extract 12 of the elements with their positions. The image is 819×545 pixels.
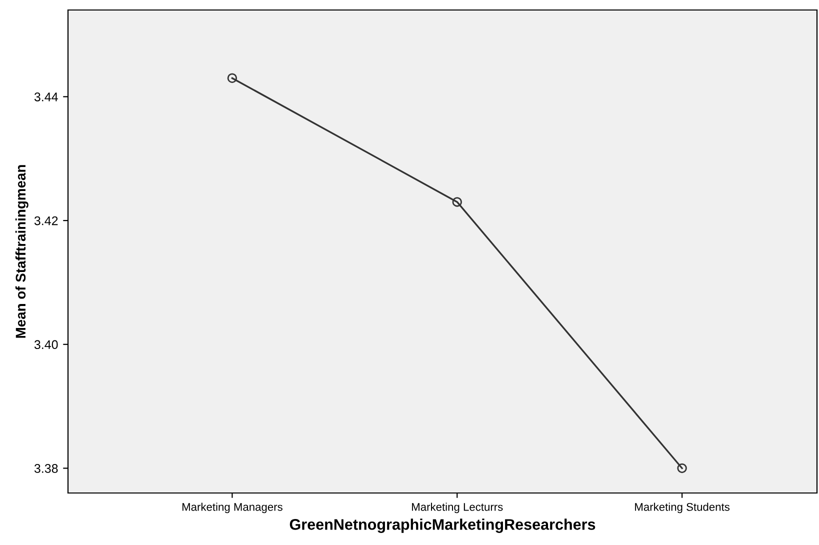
y-tick-label: 3.44 xyxy=(34,92,58,102)
point xyxy=(227,73,238,83)
y-tick-label: 3.38 xyxy=(34,464,58,473)
x-tick-label: Marketing Lecturrs xyxy=(412,502,503,514)
x-axis-title: GreenNetnographicMarketingResearchers xyxy=(290,518,596,533)
y-axis-title: Mean of Stafftrainingmean xyxy=(15,165,28,338)
y-tick-label: 3.40 xyxy=(34,340,58,350)
x-tick-label: Marketing Students xyxy=(635,502,730,514)
point xyxy=(677,463,687,474)
y-tick-label: 3.42 xyxy=(34,216,58,226)
point xyxy=(452,197,462,207)
x-tick-label: Marketing Managers xyxy=(182,502,282,514)
